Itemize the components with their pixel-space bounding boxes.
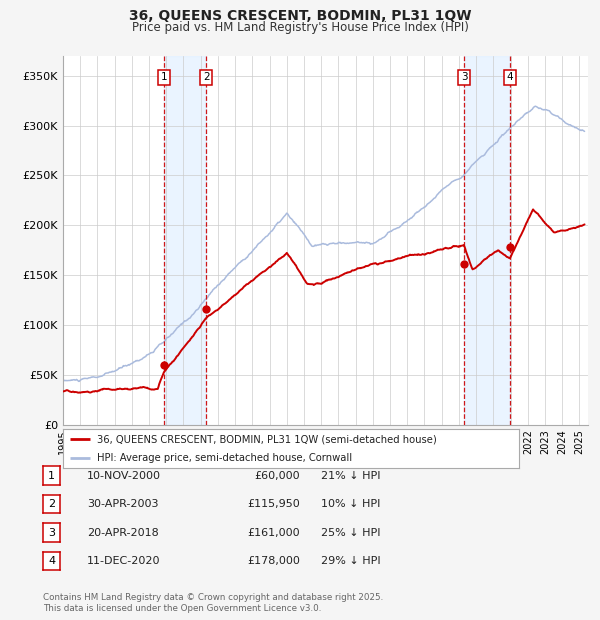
Text: 11-DEC-2020: 11-DEC-2020 xyxy=(87,556,161,566)
Text: 10% ↓ HPI: 10% ↓ HPI xyxy=(321,499,380,509)
Text: 3: 3 xyxy=(48,528,55,538)
Text: 2: 2 xyxy=(203,73,209,82)
Text: Contains HM Land Registry data © Crown copyright and database right 2025.
This d: Contains HM Land Registry data © Crown c… xyxy=(43,593,383,613)
Text: 30-APR-2003: 30-APR-2003 xyxy=(87,499,158,509)
Text: 21% ↓ HPI: 21% ↓ HPI xyxy=(321,471,380,480)
Text: 3: 3 xyxy=(461,73,467,82)
Text: 20-APR-2018: 20-APR-2018 xyxy=(87,528,159,538)
Text: 2: 2 xyxy=(48,499,55,509)
Text: 36, QUEENS CRESCENT, BODMIN, PL31 1QW (semi-detached house): 36, QUEENS CRESCENT, BODMIN, PL31 1QW (s… xyxy=(97,434,437,444)
Text: HPI: Average price, semi-detached house, Cornwall: HPI: Average price, semi-detached house,… xyxy=(97,453,352,463)
Text: 36, QUEENS CRESCENT, BODMIN, PL31 1QW: 36, QUEENS CRESCENT, BODMIN, PL31 1QW xyxy=(129,9,471,24)
Text: £115,950: £115,950 xyxy=(247,499,300,509)
Bar xyxy=(464,56,509,425)
Text: £161,000: £161,000 xyxy=(247,528,300,538)
Text: Price paid vs. HM Land Registry's House Price Index (HPI): Price paid vs. HM Land Registry's House … xyxy=(131,21,469,34)
Text: 10-NOV-2000: 10-NOV-2000 xyxy=(87,471,161,480)
Text: 1: 1 xyxy=(48,471,55,480)
Text: 4: 4 xyxy=(48,556,55,566)
Bar xyxy=(164,56,206,425)
Text: £60,000: £60,000 xyxy=(254,471,300,480)
Text: 4: 4 xyxy=(506,73,513,82)
Text: 25% ↓ HPI: 25% ↓ HPI xyxy=(321,528,380,538)
Text: £178,000: £178,000 xyxy=(247,556,300,566)
Text: 29% ↓ HPI: 29% ↓ HPI xyxy=(321,556,380,566)
Text: 1: 1 xyxy=(161,73,167,82)
